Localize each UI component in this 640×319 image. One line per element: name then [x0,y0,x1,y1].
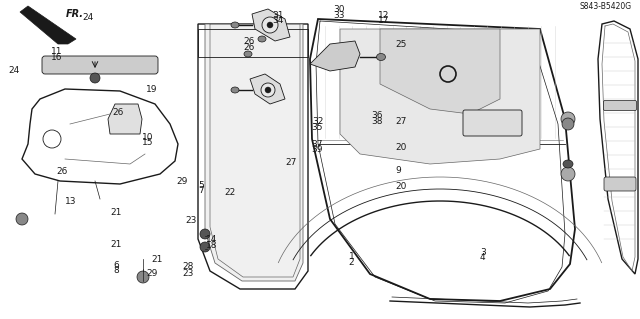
Text: 26: 26 [243,43,255,52]
Text: 5: 5 [198,181,204,189]
Text: 18: 18 [206,241,218,250]
Circle shape [200,242,210,252]
Text: 3: 3 [480,248,486,256]
Text: 30: 30 [333,5,345,14]
Text: 4: 4 [480,253,486,262]
Text: 22: 22 [224,189,236,197]
Polygon shape [310,41,360,71]
Text: S843-B5420G: S843-B5420G [580,2,632,11]
Text: 37: 37 [312,140,323,149]
FancyBboxPatch shape [463,110,522,136]
Circle shape [265,87,271,93]
Text: 26: 26 [243,37,255,46]
Circle shape [561,112,575,126]
Text: 38: 38 [371,117,383,126]
Text: 20: 20 [396,182,407,191]
Circle shape [267,22,273,28]
Text: 25: 25 [396,40,407,48]
FancyBboxPatch shape [42,56,158,74]
Text: FR.: FR. [66,9,84,19]
Polygon shape [108,104,142,134]
Polygon shape [598,21,638,274]
Ellipse shape [258,36,266,42]
Circle shape [562,118,574,130]
Bar [198,29,308,57]
Text: 36: 36 [371,111,383,120]
Ellipse shape [231,22,239,28]
Text: 10: 10 [142,133,154,142]
Text: 29: 29 [176,177,188,186]
Text: 12: 12 [378,11,390,20]
Text: 8: 8 [113,266,119,275]
Polygon shape [20,6,76,44]
Circle shape [16,213,28,225]
Text: 14: 14 [206,235,218,244]
Text: 13: 13 [65,197,76,206]
Polygon shape [380,29,500,114]
Ellipse shape [244,51,252,57]
Polygon shape [198,24,308,289]
FancyBboxPatch shape [604,100,637,110]
Text: 23: 23 [186,216,197,225]
Text: 7: 7 [198,186,204,195]
Ellipse shape [376,54,385,61]
Text: 19: 19 [146,85,157,94]
Text: 29: 29 [146,269,157,278]
Ellipse shape [563,160,573,168]
Text: 35: 35 [312,123,323,132]
Text: 6: 6 [113,261,119,270]
Text: 26: 26 [112,108,124,117]
Text: 34: 34 [273,16,284,25]
Text: 28: 28 [182,262,194,271]
Text: 31: 31 [273,11,284,20]
Circle shape [200,229,210,239]
Circle shape [561,167,575,181]
Text: 21: 21 [152,256,163,264]
Circle shape [137,271,149,283]
Text: 16: 16 [51,53,62,62]
Text: 17: 17 [378,16,390,25]
Circle shape [262,17,278,33]
Text: 1: 1 [349,252,355,261]
Text: 2: 2 [349,258,355,267]
Text: 11: 11 [51,47,62,56]
Circle shape [90,73,100,83]
Text: 33: 33 [333,11,345,20]
Polygon shape [250,74,285,104]
Text: 21: 21 [110,241,122,249]
Text: 15: 15 [142,138,154,147]
Text: 9: 9 [396,166,401,175]
Text: 27: 27 [285,158,297,167]
Text: 32: 32 [312,117,323,126]
Polygon shape [310,19,575,301]
Polygon shape [252,9,290,41]
Text: 23: 23 [182,269,194,278]
Text: 39: 39 [312,145,323,154]
Text: 24: 24 [83,13,94,22]
Text: 27: 27 [396,117,407,126]
Text: 24: 24 [8,66,20,75]
FancyBboxPatch shape [604,177,636,191]
Ellipse shape [231,87,239,93]
Text: 21: 21 [110,208,122,217]
Text: 26: 26 [56,167,68,176]
Polygon shape [340,29,540,164]
Polygon shape [205,24,303,281]
Circle shape [261,83,275,97]
Text: 20: 20 [396,143,407,152]
Polygon shape [22,89,178,184]
